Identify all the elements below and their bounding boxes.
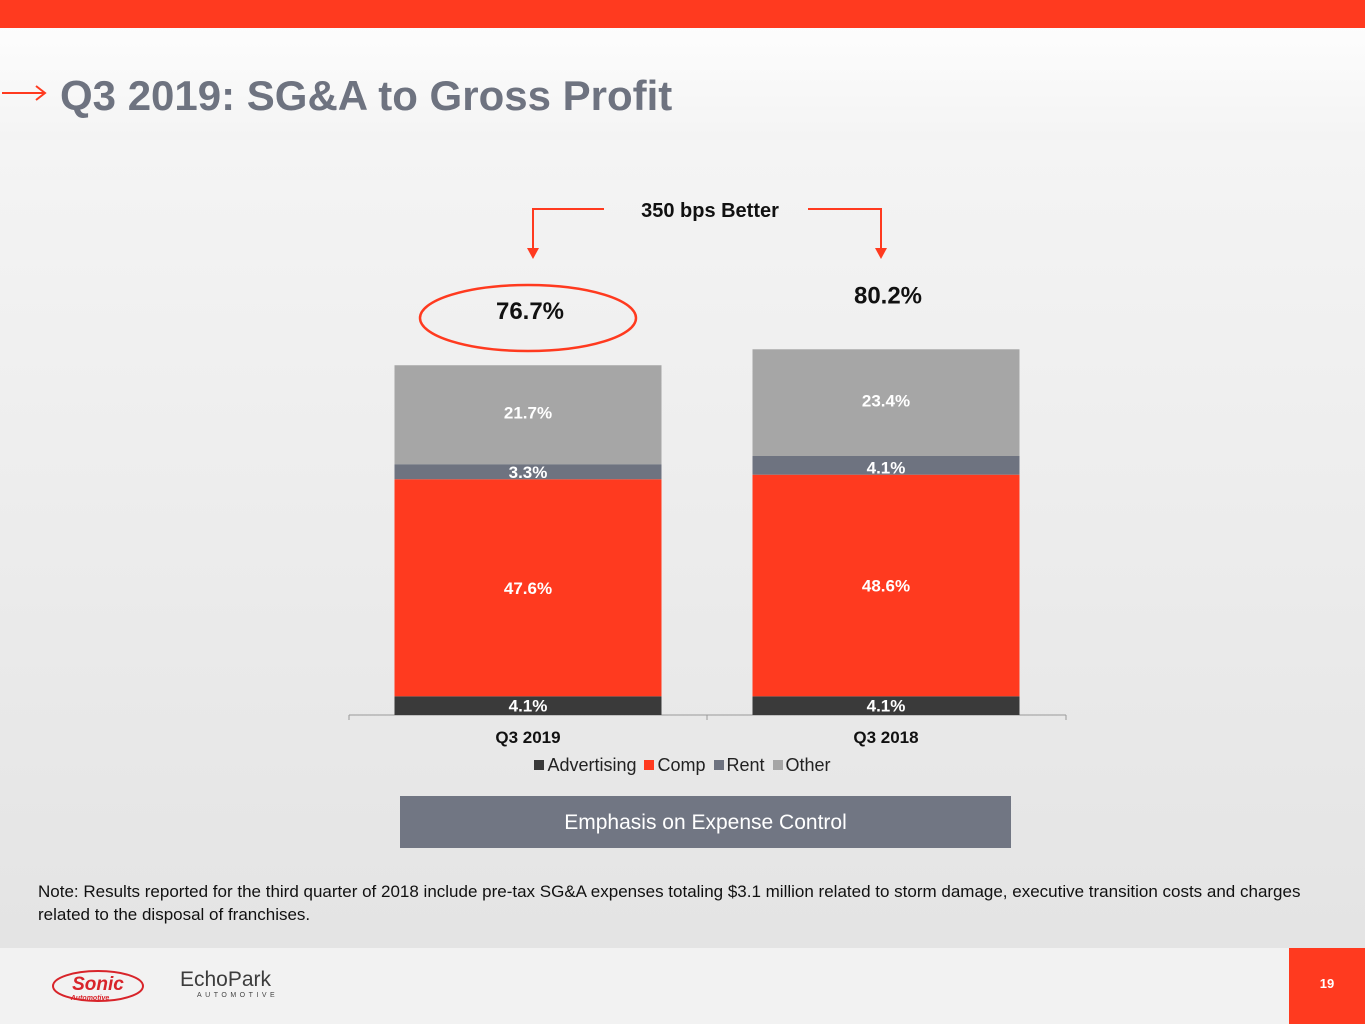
bar-segment-advertising: [394, 696, 662, 715]
echopark-logo-part2: Park: [227, 968, 272, 991]
x-tick-label: Q3 2018: [853, 728, 918, 747]
data-label-advertising: 4.1%: [509, 697, 548, 716]
title-arrow-icon: [2, 85, 47, 101]
sga-stacked-bar-chart: 4.1% 47.6% 3.3% 21.7% Q3 2019 76.7% 4.1% 48.6% 4…: [348, 200, 1067, 747]
bar-segment-rent: [394, 464, 662, 480]
sonic-logo-text: Sonic: [72, 974, 124, 995]
legend-swatch: [772, 760, 783, 770]
echopark-logo-subtext: AUTOMOTIVE: [197, 992, 279, 999]
total-label: 76.7%: [496, 298, 564, 325]
bar-segment-comp: [752, 474, 1020, 697]
data-label-other: 23.4%: [862, 392, 910, 411]
legend-item-advertising: Advertising: [534, 755, 636, 776]
expense-control-banner: Emphasis on Expense Control: [400, 796, 1011, 848]
x-tick-label: Q3 2019: [495, 728, 560, 747]
bar-segment-rent: [752, 455, 1020, 475]
bar-segment-comp: [394, 479, 662, 697]
legend-item-other: Other: [772, 755, 831, 776]
down-arrow-icon: [875, 248, 887, 259]
data-label-other: 21.7%: [504, 404, 552, 423]
annotation-connector-left: [532, 208, 604, 250]
legend-item-comp: Comp: [644, 755, 706, 776]
data-label-rent: 3.3%: [509, 463, 548, 482]
data-label-comp: 47.6%: [504, 579, 552, 598]
highlight-ellipse: [418, 283, 638, 353]
legend-label: Advertising: [547, 755, 637, 775]
legend-swatch: [534, 760, 545, 770]
bar-segment-other: [752, 349, 1020, 456]
annotation-label: 350 bps Better: [641, 200, 779, 222]
legend-swatch: [644, 760, 655, 770]
sonic-logo-subtext: Automotive: [70, 995, 110, 1002]
legend-label: Other: [785, 755, 831, 775]
data-label-rent: 4.1%: [867, 459, 906, 478]
legend-item-rent: Rent: [713, 755, 765, 776]
bar-segment-advertising: [752, 696, 1020, 715]
data-label-comp: 48.6%: [862, 576, 910, 595]
footer-bar: [0, 948, 1365, 1024]
top-accent-bar: [0, 0, 1365, 28]
echopark-logo-part1: Echo: [180, 968, 228, 991]
legend-label: Comp: [657, 755, 706, 775]
data-label-advertising: 4.1%: [867, 697, 906, 716]
slide-title: Q3 2019: SG&A to Gross Profit: [60, 72, 673, 119]
down-arrow-icon: [527, 248, 539, 259]
page-number: 19: [1289, 948, 1365, 1024]
footnote: Note: Results reported for the third qua…: [38, 882, 1301, 924]
chart-legend: Advertising Comp Rent Other: [0, 755, 1365, 776]
annotation-connector-right: [808, 208, 882, 250]
sonic-automotive-logo: Sonic Automotive: [50, 968, 146, 1009]
echopark-logo: EchoPark AUTOMOTIVE: [180, 968, 278, 999]
total-label: 80.2%: [854, 282, 922, 309]
legend-swatch: [713, 760, 724, 770]
legend-label: Rent: [726, 755, 765, 775]
bar-segment-other: [394, 365, 662, 465]
